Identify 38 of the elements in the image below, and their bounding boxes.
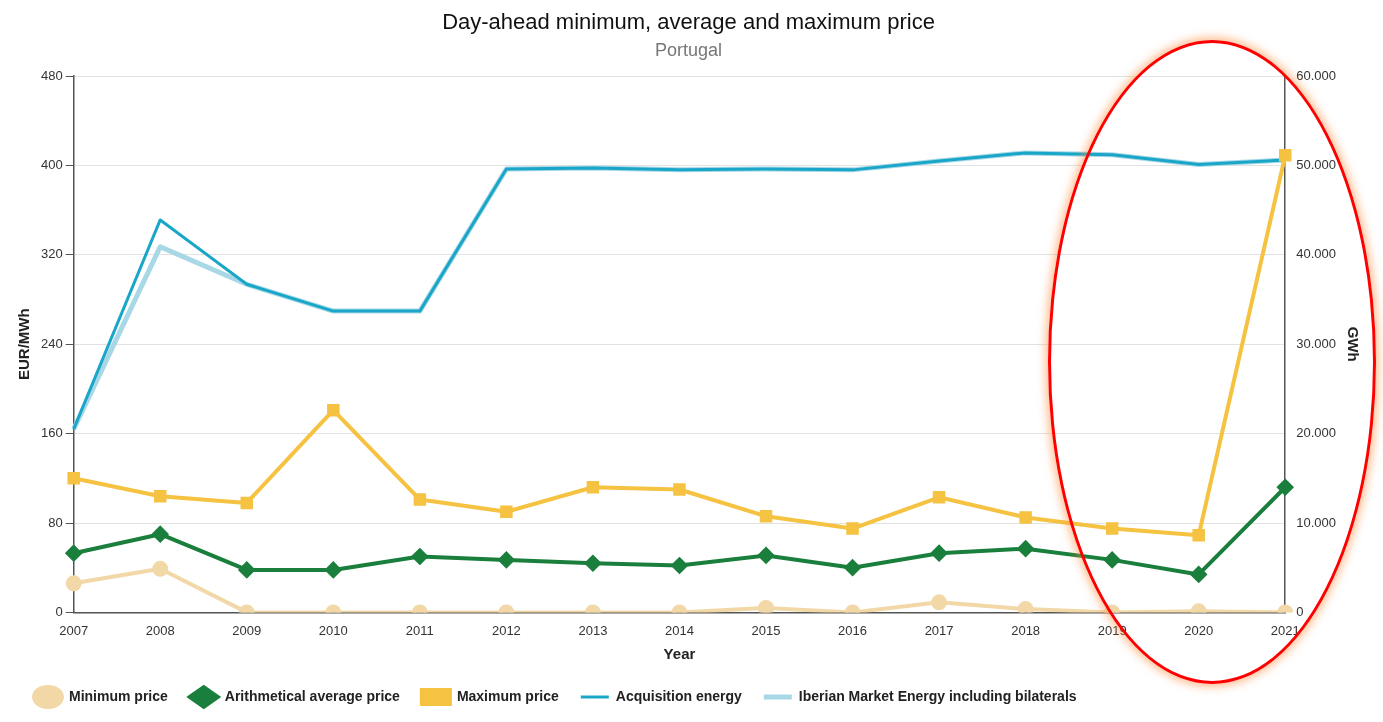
- x-tick-label: 2012: [491, 622, 521, 638]
- legend-label: Iberian Market Energy including bilaterals: [798, 687, 1077, 704]
- x-tick-label: 2007: [59, 622, 89, 638]
- x-tick-label: 2008: [145, 622, 175, 638]
- x-tick-label: 2010: [318, 622, 348, 638]
- y-tick-label: 320: [40, 246, 63, 262]
- x-tick-label: 2014: [665, 622, 694, 638]
- y2-axis-title: GWh: [1344, 326, 1362, 362]
- y-tick-label: 240: [40, 335, 63, 351]
- y2-tick-label: 50.000: [1296, 156, 1336, 172]
- chart-subtitle: Portugal: [654, 40, 723, 61]
- x-tick-label: 2015: [751, 622, 781, 638]
- y2-tick-label: 60.000: [1296, 67, 1336, 83]
- x-tick-label: 2011: [405, 622, 434, 638]
- x-tick-label: 2016: [838, 622, 867, 638]
- legend-label: Arithmetical average price: [224, 687, 401, 704]
- y2-tick-label: 20.000: [1296, 425, 1336, 441]
- legend-label: Minimum price: [69, 687, 169, 704]
- y2-tick-label: 10.000: [1296, 514, 1336, 530]
- y-tick-label: 0: [55, 603, 63, 619]
- x-tick-label: 2017: [924, 622, 954, 638]
- x-tick-label: 2021: [1270, 622, 1300, 638]
- y-tick-label: 400: [40, 156, 63, 172]
- y2-tick-label: 40.000: [1296, 246, 1336, 262]
- y2-tick-label: 30.000: [1296, 335, 1336, 351]
- x-tick-label: 2013: [578, 622, 608, 638]
- x-tick-label: 2009: [232, 622, 262, 638]
- chart-title: Day-ahead minimum, average and maximum price: [442, 9, 935, 35]
- y-tick-label: 80: [48, 514, 63, 530]
- legend-label: Acquisition energy: [615, 687, 743, 704]
- y2-tick-label: 0: [1296, 603, 1304, 619]
- legend-label: Maximum price: [456, 687, 560, 704]
- y-tick-label: 160: [40, 425, 63, 441]
- x-tick-label: 2018: [1011, 622, 1041, 638]
- x-axis-title: Year: [663, 645, 696, 663]
- y-axis-title: EUR/MWh: [15, 308, 33, 381]
- y-tick-label: 480: [40, 67, 63, 83]
- x-tick-label: 2020: [1184, 622, 1214, 638]
